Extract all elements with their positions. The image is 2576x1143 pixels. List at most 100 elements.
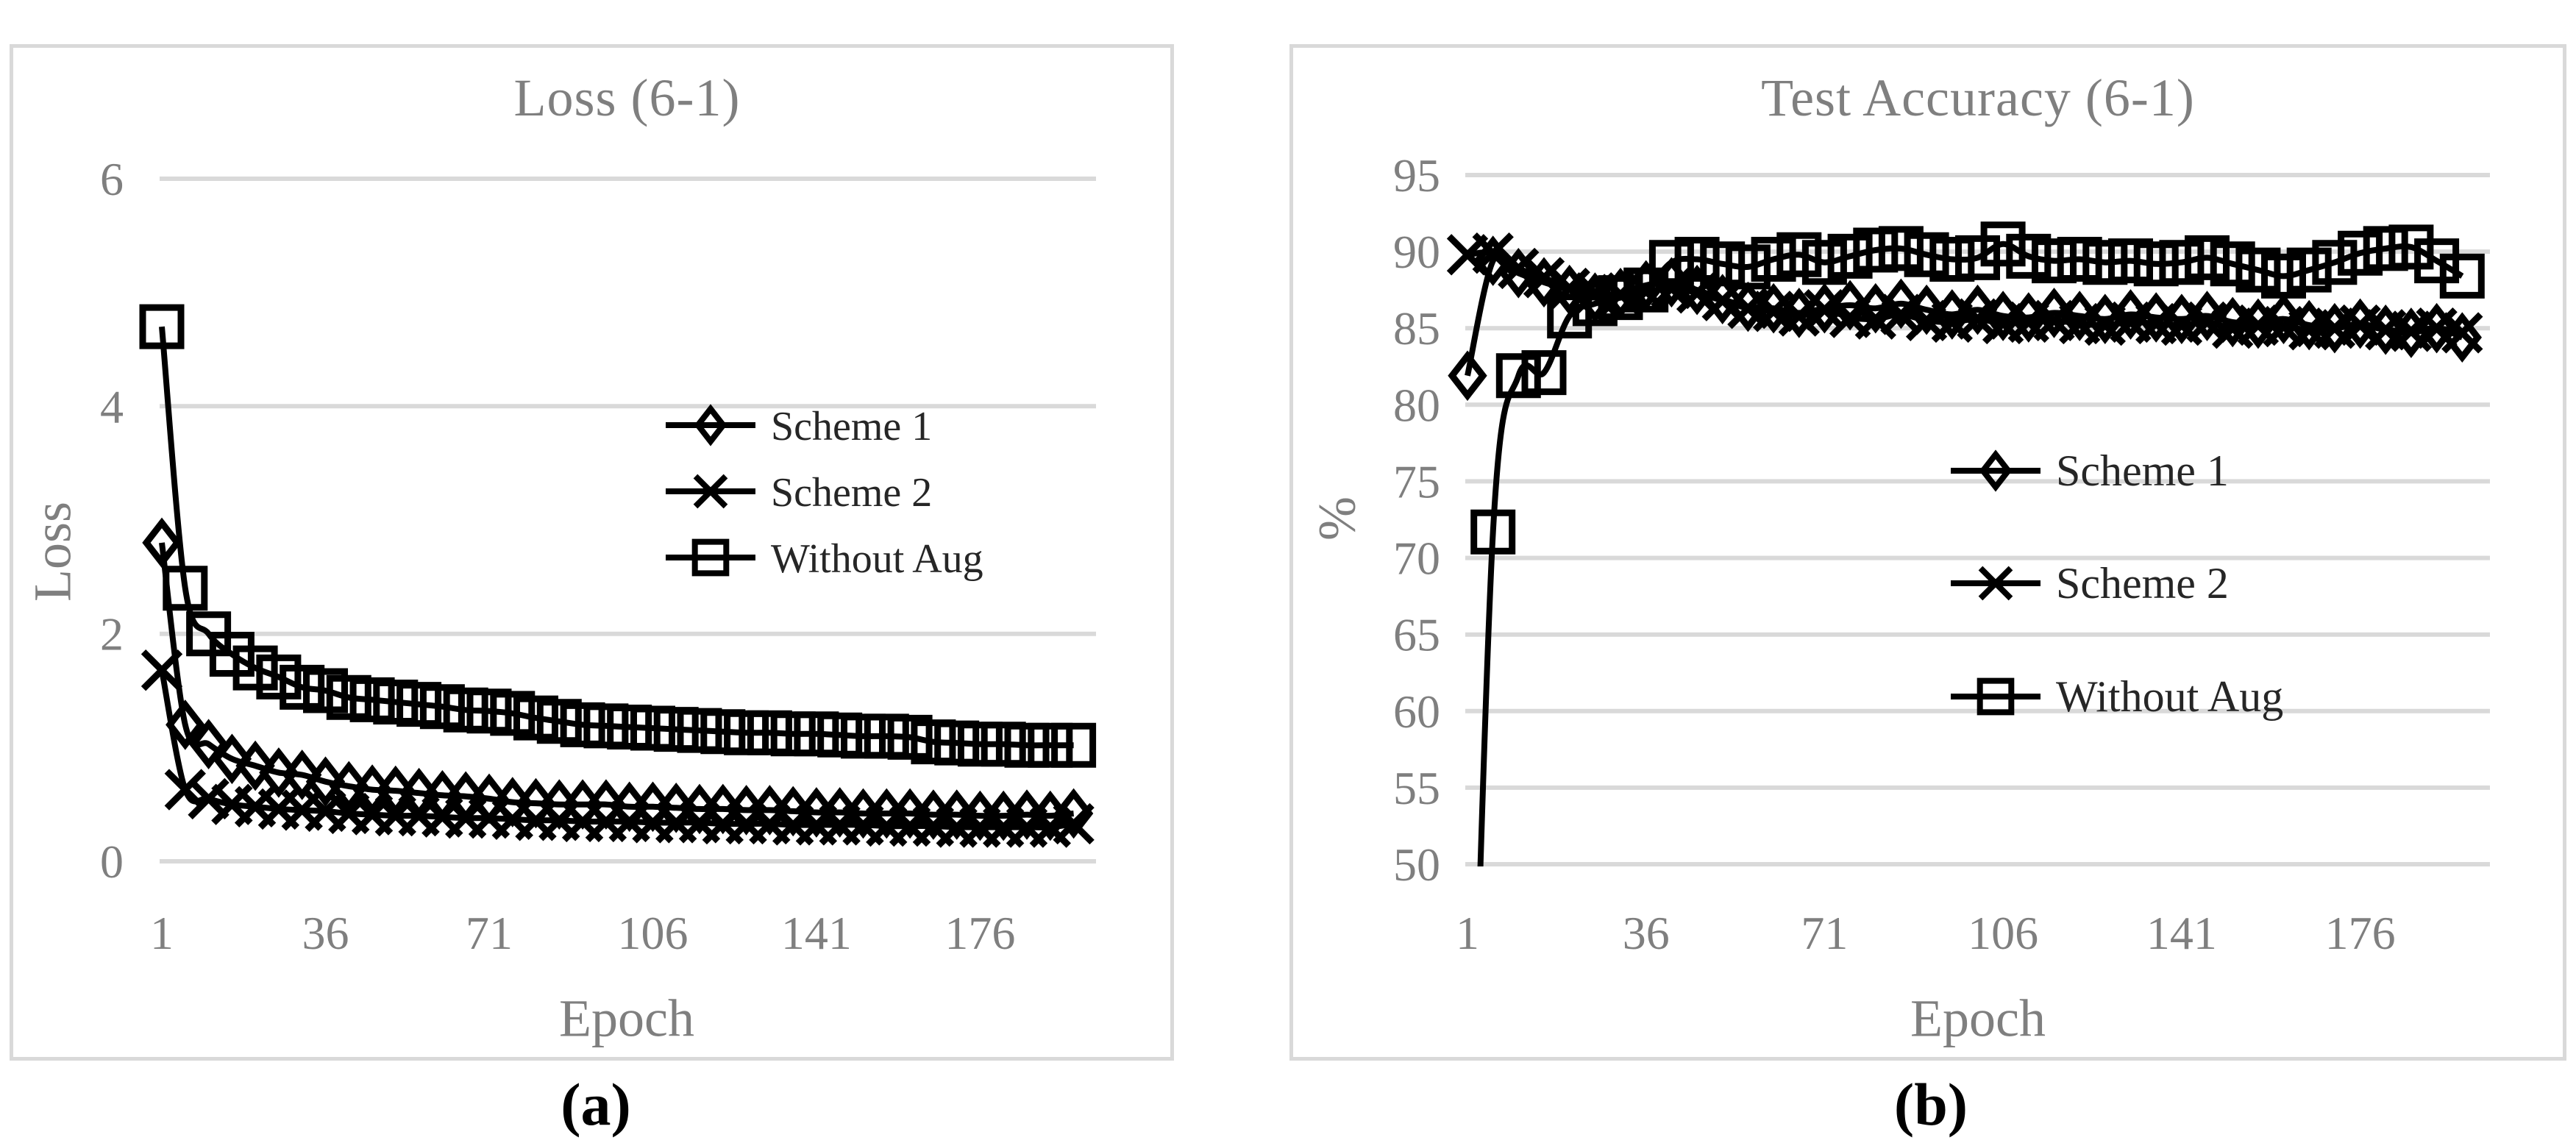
acc-x-tick-label: 106 bbox=[1968, 907, 2038, 959]
loss-gridlines bbox=[160, 177, 1096, 864]
diamond-marker bbox=[166, 699, 205, 750]
legend-item-scheme-2: Scheme 2 bbox=[1951, 559, 2229, 608]
loss-y-tick-label: 6 bbox=[100, 153, 124, 205]
diamond-marker bbox=[259, 747, 299, 798]
loss-y-tick-label: 2 bbox=[100, 608, 124, 660]
loss-y-axis-label: Loss bbox=[23, 501, 82, 602]
diamond-legend-marker bbox=[1979, 449, 2013, 492]
square-marker bbox=[536, 699, 582, 744]
loss-series-scheme-2 bbox=[140, 649, 1095, 848]
legend-label: Scheme 1 bbox=[771, 404, 932, 449]
square-markers bbox=[1470, 221, 2485, 555]
accuracy-chart-title: Test Accuracy (6-1) bbox=[1761, 68, 2195, 127]
diamond-marker bbox=[188, 719, 229, 770]
loss-y-tick-labels: 0 2 4 6 bbox=[100, 153, 124, 888]
diamond-marker bbox=[305, 756, 346, 808]
square-legend-marker bbox=[1977, 677, 2015, 716]
legend-item-without-aug: Without Aug bbox=[666, 536, 983, 582]
x-legend-marker bbox=[693, 474, 728, 509]
loss-x-tick-label: 1 bbox=[150, 907, 174, 959]
acc-x-tick-label: 36 bbox=[1623, 907, 1670, 959]
x-marker bbox=[2441, 312, 2483, 354]
loss-chart: 0 2 4 6 1 36 71 106 141 176 Scheme 1 Scheme 2 Withou… bbox=[100, 153, 1097, 959]
legend-label: Scheme 2 bbox=[2056, 559, 2229, 608]
acc-legend: Scheme 1 Scheme 2 Without Aug bbox=[1951, 446, 2283, 721]
x-markers bbox=[140, 649, 1095, 848]
loss-x-axis-label: Epoch bbox=[559, 989, 694, 1048]
square-marker bbox=[256, 654, 302, 699]
square-marker bbox=[2414, 238, 2460, 284]
acc-x-tick-label: 1 bbox=[1456, 907, 1479, 959]
x-marker bbox=[1804, 289, 1846, 331]
legend-label: Scheme 1 bbox=[2056, 446, 2229, 495]
accuracy-x-axis-label: Epoch bbox=[1910, 989, 2046, 1048]
acc-y-tick-label: 60 bbox=[1393, 686, 1440, 738]
loss-x-tick-labels: 1 36 71 106 141 176 bbox=[150, 907, 1015, 959]
acc-chart: 50 55 60 65 70 75 80 85 90 95 1 36 71 106 141 176 Scheme… bbox=[1393, 149, 2490, 959]
x-legend-marker bbox=[1978, 566, 2013, 601]
acc-y-tick-label: 95 bbox=[1393, 149, 1440, 202]
acc-y-tick-label: 65 bbox=[1393, 609, 1440, 661]
loss-legend: Scheme 1 Scheme 2 Without Aug bbox=[666, 404, 983, 582]
loss-x-tick-label: 176 bbox=[944, 907, 1015, 959]
subfigure-b-caption: (b) bbox=[1893, 1071, 1968, 1138]
x-marker bbox=[1472, 232, 1514, 274]
square-marker bbox=[209, 632, 255, 677]
acc-y-tick-label: 75 bbox=[1393, 455, 1440, 508]
loss-x-tick-label: 36 bbox=[302, 907, 349, 959]
accuracy-y-axis-label: % bbox=[1307, 496, 1367, 541]
legend-label: Without Aug bbox=[771, 536, 983, 582]
loss-series-group bbox=[139, 304, 1097, 848]
square-marker bbox=[186, 611, 232, 657]
square-marker bbox=[1051, 722, 1097, 768]
square-marker bbox=[490, 691, 536, 736]
acc-y-tick-label: 80 bbox=[1393, 379, 1440, 431]
acc-series-scheme-2 bbox=[1446, 232, 2483, 354]
square-marker bbox=[2006, 233, 2052, 279]
loss-x-tick-label: 106 bbox=[618, 907, 689, 959]
legend-item-scheme-2: Scheme 2 bbox=[666, 470, 932, 516]
acc-y-tick-label: 50 bbox=[1393, 838, 1440, 891]
acc-y-tick-label: 90 bbox=[1393, 226, 1440, 278]
acc-x-tick-label: 176 bbox=[2325, 907, 2396, 959]
square-marker bbox=[163, 566, 208, 611]
square-marker bbox=[303, 668, 348, 713]
acc-x-tick-labels: 1 36 71 106 141 176 bbox=[1456, 907, 2396, 959]
x-markers bbox=[1446, 232, 2483, 354]
diamond-markers bbox=[142, 517, 1094, 841]
square-marker bbox=[1878, 226, 1924, 271]
square-marker bbox=[280, 664, 325, 710]
square-marker bbox=[1980, 221, 2026, 267]
loss-chart-title: Loss (6-1) bbox=[513, 68, 741, 127]
acc-y-tick-label: 85 bbox=[1393, 302, 1440, 355]
square-marker bbox=[2439, 253, 2485, 299]
loss-chart-panel bbox=[10, 44, 1174, 1061]
x-marker bbox=[140, 649, 183, 691]
loss-y-tick-label: 0 bbox=[100, 836, 124, 888]
x-marker bbox=[1498, 247, 1540, 290]
legend-label: Scheme 2 bbox=[771, 470, 932, 516]
x-marker bbox=[1523, 257, 1565, 299]
square-marker bbox=[1904, 232, 1949, 277]
square-marker bbox=[139, 304, 185, 349]
x-marker bbox=[164, 769, 206, 811]
square-marker bbox=[2185, 235, 2230, 280]
x-marker bbox=[1053, 802, 1095, 845]
square-marker bbox=[2235, 247, 2281, 293]
square-marker bbox=[419, 684, 465, 730]
acc-x-tick-label: 71 bbox=[1801, 907, 1848, 959]
acc-y-tick-labels: 50 55 60 65 70 75 80 85 90 95 bbox=[1393, 149, 1440, 891]
subfigure-a-caption: (a) bbox=[561, 1071, 631, 1138]
square-marker bbox=[1521, 350, 1567, 396]
legend-label: Without Aug bbox=[2056, 672, 2283, 721]
diamond-marker bbox=[212, 733, 252, 785]
square-marker bbox=[513, 695, 558, 741]
acc-series-group bbox=[1446, 221, 2485, 866]
square-marker bbox=[1776, 232, 1822, 277]
loss-x-tick-label: 71 bbox=[466, 907, 513, 959]
diamond-marker bbox=[235, 740, 275, 791]
legend-item-without-aug: Without Aug bbox=[1951, 672, 2283, 721]
x-marker bbox=[2186, 301, 2228, 343]
